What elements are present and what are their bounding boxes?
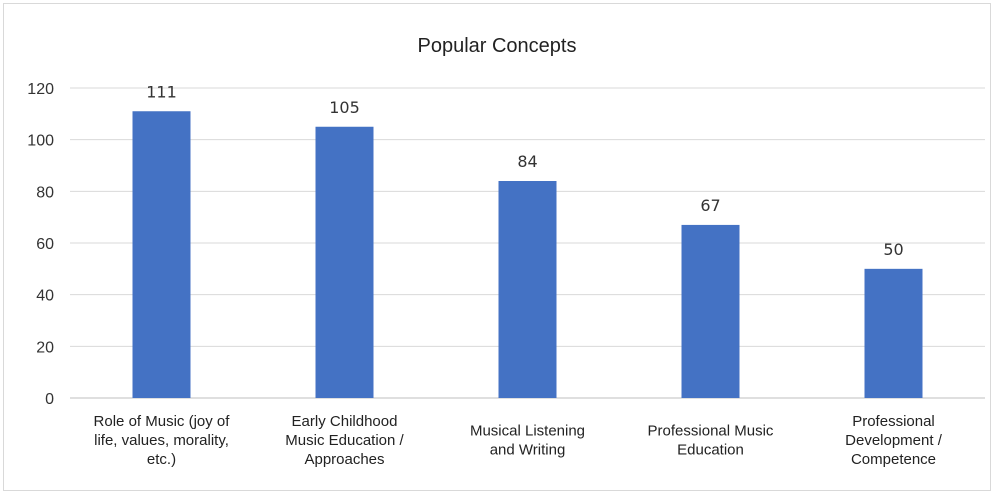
y-tick-label: 80 [36,184,54,201]
x-tick-label-line: Approaches [304,451,384,468]
x-tick-label-line: and Writing [490,442,566,459]
data-label: 50 [883,240,903,259]
chart-title: Popular Concepts [418,35,577,57]
x-tick-label: Early Childhood Music Education / Approach… [285,413,404,468]
data-label: 111 [146,82,177,101]
y-tick-label: 120 [27,81,54,98]
y-tick-label: 40 [36,288,54,305]
x-axis-labels: Role of Music (joy of life, values, moral… [94,413,943,468]
bars [132,111,923,398]
y-tick-label: 60 [36,236,54,253]
bar [864,268,923,398]
x-tick-label: Role of Music (joy of life, values, moral… [94,413,231,468]
x-tick-label-line: Professional Music [648,423,774,440]
bar [681,224,740,398]
x-tick-label: Musical Listening and Writing [470,423,585,459]
x-tick-label-line: Development / [845,432,943,449]
x-tick-label-line: life, values, morality, [94,432,229,449]
y-tick-label: 100 [27,133,54,150]
y-tick-label: 20 [36,339,54,356]
x-tick-label-line: Music Education / [285,432,404,449]
bar [132,111,191,398]
data-labels: 111 105 84 67 50 [146,82,903,259]
x-tick-label-line: Professional [852,413,935,430]
x-tick-label-line: Education [677,442,744,459]
y-tick-label: 0 [45,391,54,408]
x-tick-label: Professional Development / Competence [845,413,943,468]
data-label: 105 [329,98,360,117]
x-tick-label-line: etc.) [147,451,176,468]
x-tick-label-line: Early Childhood [292,413,398,430]
bar [315,126,374,398]
x-tick-label-line: Musical Listening [470,423,585,440]
y-axis-ticks: 0 20 40 60 80 100 120 [27,81,54,408]
x-tick-label-line: Role of Music (joy of [94,413,231,430]
x-tick-label-line: Competence [851,451,936,468]
bar [498,181,557,398]
x-tick-label: Professional Music Education [648,423,774,459]
data-label: 84 [517,152,537,171]
data-label: 67 [700,196,720,215]
